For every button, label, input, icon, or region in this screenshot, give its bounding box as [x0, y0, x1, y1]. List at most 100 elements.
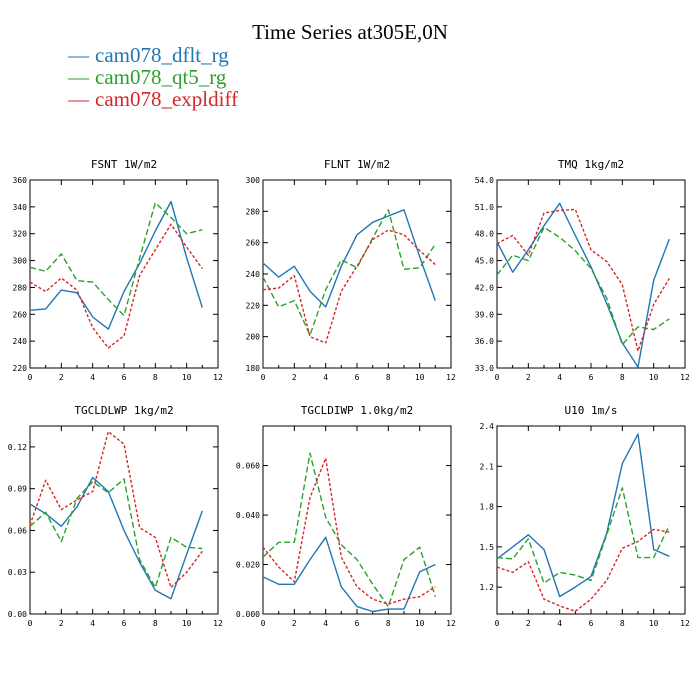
y-tick-label: 45.0	[475, 257, 494, 266]
y-tick-label: 0.020	[236, 561, 260, 570]
y-tick-label: 0.00	[8, 610, 27, 619]
y-tick-label: 54.0	[475, 176, 494, 185]
x-tick-label: 12	[213, 619, 223, 628]
x-tick-label: 0	[28, 619, 33, 628]
legend-label-dflt: cam078_dflt_rg	[95, 43, 229, 67]
x-tick-label: 4	[557, 373, 562, 382]
x-tick-label: 6	[355, 373, 360, 382]
x-tick-label: 12	[680, 373, 690, 382]
y-tick-label: 180	[246, 364, 261, 373]
y-tick-label: 0.09	[8, 485, 27, 494]
plot-frame	[496, 425, 686, 615]
y-tick-label: 0.12	[8, 443, 27, 452]
x-tick-label: 10	[415, 619, 425, 628]
x-tick-label: 10	[182, 373, 192, 382]
plot-frame	[262, 179, 452, 369]
plot-frame	[29, 179, 219, 369]
y-tick-label: 51.0	[475, 203, 494, 212]
panel-1: FLNT 1W/m2 0 2 4 6 8 10 12 180 200 220 240 260 280 300	[246, 158, 456, 382]
x-tick-label: 6	[122, 619, 127, 628]
x-tick-label: 0	[495, 373, 500, 382]
x-tick-label: 2	[292, 373, 297, 382]
y-tick-label: 1.8	[480, 503, 495, 512]
legend-label-qt5: cam078_qt5_rg	[95, 65, 227, 89]
x-tick-label: 6	[589, 619, 594, 628]
x-tick-label: 8	[386, 619, 391, 628]
x-tick-label: 2	[526, 619, 531, 628]
y-tick-label: 300	[246, 176, 261, 185]
y-tick-label: 240	[13, 337, 28, 346]
y-tick-label: 0.06	[8, 526, 27, 535]
panel-title: FSNT 1W/m2	[91, 158, 157, 171]
y-tick-label: 240	[246, 270, 261, 279]
x-tick-label: 10	[649, 373, 659, 382]
x-tick-label: 8	[153, 373, 158, 382]
x-tick-label: 8	[620, 619, 625, 628]
series-line-qt5	[496, 487, 670, 584]
x-tick-label: 6	[589, 373, 594, 382]
y-tick-label: 2.4	[480, 422, 495, 431]
x-tick-label: 8	[153, 619, 158, 628]
series-line-qt5	[262, 209, 436, 336]
x-tick-label: 0	[495, 619, 500, 628]
series-line-expl	[29, 223, 203, 349]
series-line-dflt	[496, 202, 670, 368]
x-tick-label: 6	[355, 619, 360, 628]
series-line-qt5	[29, 478, 203, 589]
legend-swatch-dflt: —	[68, 43, 89, 67]
x-tick-label: 6	[122, 373, 127, 382]
y-tick-label: 360	[13, 176, 28, 185]
x-tick-label: 2	[292, 619, 297, 628]
series-line-dflt	[29, 476, 203, 600]
x-tick-label: 4	[90, 373, 95, 382]
y-tick-label: 220	[13, 364, 28, 373]
legend-entry-qt5: — cam078_qt5_rg	[68, 66, 238, 88]
x-tick-label: 0	[28, 373, 33, 382]
panel-title: TGCLDIWP 1.0kg/m2	[301, 404, 414, 417]
legend-swatch-expl: —	[68, 87, 89, 111]
y-tick-label: 42.0	[475, 283, 494, 292]
y-tick-label: 260	[246, 239, 261, 248]
y-tick-label: 1.5	[480, 543, 495, 552]
x-tick-label: 12	[213, 373, 223, 382]
series-line-expl	[496, 208, 670, 352]
legend-swatch-qt5: —	[68, 65, 89, 89]
y-tick-label: 220	[246, 301, 261, 310]
y-tick-label: 33.0	[475, 364, 494, 373]
series-line-dflt	[496, 433, 670, 598]
y-tick-label: 1.2	[480, 583, 495, 592]
y-tick-label: 2.1	[480, 462, 495, 471]
x-tick-label: 0	[261, 373, 266, 382]
panel-3: TGCLDLWP 1kg/m2 0 2 4 6 8 10 12 0.00 0.03 0.06 0.09…	[8, 404, 223, 628]
y-tick-label: 0.03	[8, 568, 27, 577]
y-tick-label: 340	[13, 203, 28, 212]
y-tick-label: 0.040	[236, 511, 260, 520]
x-tick-label: 10	[415, 373, 425, 382]
x-tick-label: 12	[446, 373, 456, 382]
y-tick-label: 280	[13, 283, 28, 292]
x-tick-label: 12	[446, 619, 456, 628]
y-tick-label: 260	[13, 310, 28, 319]
x-tick-label: 8	[620, 373, 625, 382]
panel-title: TMQ 1kg/m2	[558, 158, 624, 171]
panel-0: FSNT 1W/m2 0 2 4 6 8 10 12 220 240 260 280 300 320 340…	[13, 158, 223, 382]
legend: — cam078_dflt_rg — cam078_qt5_rg — cam078_e…	[68, 44, 238, 110]
series-line-qt5	[496, 226, 670, 346]
series-line-qt5	[262, 452, 436, 608]
legend-entry-expl: — cam078_expldiff	[68, 88, 238, 110]
x-tick-label: 4	[90, 619, 95, 628]
panel-title: FLNT 1W/m2	[324, 158, 390, 171]
x-tick-label: 2	[59, 619, 64, 628]
panel-2: TMQ 1kg/m2 0 2 4 6 8 10 12 33.0 36.0 39.0 42.0 45.0 4…	[475, 158, 690, 382]
y-tick-label: 0.000	[236, 610, 260, 619]
x-tick-label: 0	[261, 619, 266, 628]
series-line-qt5	[29, 202, 203, 317]
y-tick-label: 300	[13, 257, 28, 266]
x-tick-label: 2	[526, 373, 531, 382]
panel-title: U10 1m/s	[565, 404, 618, 417]
y-tick-label: 200	[246, 333, 261, 342]
series-line-expl	[496, 528, 670, 612]
x-tick-label: 10	[182, 619, 192, 628]
panel-4: TGCLDIWP 1.0kg/m2 0 2 4 6 8 10 12 0.000 0.020 0.04…	[236, 404, 456, 628]
